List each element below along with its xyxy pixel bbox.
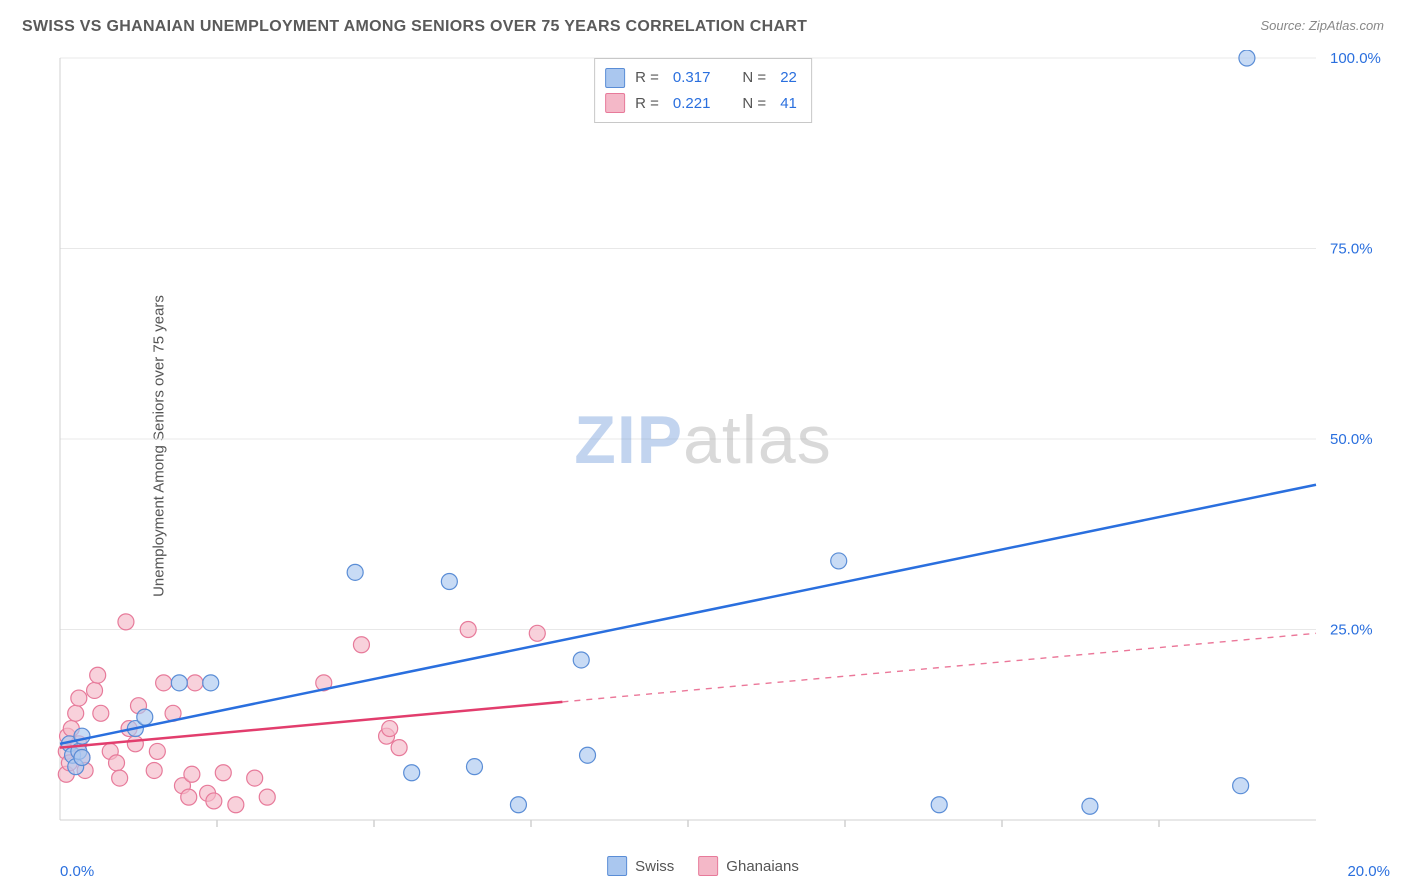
data-point-swiss	[137, 709, 153, 725]
data-point-ghanaian	[93, 705, 109, 721]
stat-r-label: R =	[635, 65, 659, 91]
data-point-swiss	[931, 797, 947, 813]
data-point-ghanaian	[109, 755, 125, 771]
data-point-ghanaian	[181, 789, 197, 805]
data-point-ghanaian	[156, 675, 172, 691]
y-tick-label: 75.0%	[1330, 241, 1373, 258]
data-point-swiss	[347, 564, 363, 580]
stat-n-label: N =	[742, 91, 766, 117]
data-point-ghanaian	[353, 637, 369, 653]
data-point-swiss	[1233, 778, 1249, 794]
data-point-ghanaian	[391, 740, 407, 756]
data-point-swiss	[1082, 798, 1098, 814]
legend-label: Swiss	[635, 858, 674, 875]
y-tick-label: 50.0%	[1330, 431, 1373, 448]
scatter-plot: 25.0% 50.0% 75.0% 100.0%	[50, 50, 1396, 842]
stat-r-value: 0.221	[673, 91, 711, 117]
stat-n-value: 22	[780, 65, 797, 91]
data-point-ghanaian	[127, 736, 143, 752]
data-point-ghanaian	[149, 743, 165, 759]
data-point-swiss	[573, 652, 589, 668]
data-point-swiss	[171, 675, 187, 691]
data-point-swiss	[510, 797, 526, 813]
data-point-ghanaian	[247, 770, 263, 786]
data-point-swiss	[74, 750, 90, 766]
data-point-ghanaian	[215, 765, 231, 781]
source-credit: Source: ZipAtlas.com	[1260, 18, 1384, 33]
data-point-swiss	[466, 759, 482, 775]
legend-label: Ghanaians	[726, 858, 799, 875]
data-point-ghanaian	[112, 770, 128, 786]
y-tick-label: 25.0%	[1330, 622, 1373, 639]
y-tick-label: 100.0%	[1330, 50, 1381, 67]
x-tick-max: 20.0%	[1347, 863, 1390, 880]
stat-n-label: N =	[742, 65, 766, 91]
stat-r-label: R =	[635, 91, 659, 117]
data-point-ghanaian	[146, 762, 162, 778]
data-point-swiss	[203, 675, 219, 691]
data-point-ghanaian	[184, 766, 200, 782]
data-point-ghanaian	[259, 789, 275, 805]
legend-item: Ghanaians	[698, 856, 799, 876]
trend-line-swiss	[60, 485, 1316, 744]
data-point-ghanaian	[206, 793, 222, 809]
trend-line-ghanaian-dashed	[562, 633, 1316, 702]
data-point-ghanaian	[187, 675, 203, 691]
stats-row: R = 0.221 N = 41	[605, 91, 797, 117]
chart-area: 25.0% 50.0% 75.0% 100.0%	[50, 50, 1396, 842]
data-point-swiss	[580, 747, 596, 763]
data-point-swiss	[404, 765, 420, 781]
chart-title: SWISS VS GHANAIAN UNEMPLOYMENT AMONG SEN…	[22, 18, 807, 36]
data-point-ghanaian	[71, 690, 87, 706]
legend-swatch	[607, 856, 627, 876]
stat-n-value: 41	[780, 91, 797, 117]
data-point-swiss	[74, 728, 90, 744]
data-point-swiss	[441, 573, 457, 589]
data-point-ghanaian	[228, 797, 244, 813]
data-point-ghanaian	[460, 622, 476, 638]
data-point-ghanaian	[87, 682, 103, 698]
data-point-ghanaian	[90, 667, 106, 683]
data-point-ghanaian	[382, 721, 398, 737]
stat-r-value: 0.317	[673, 65, 711, 91]
x-tick-min: 0.0%	[60, 863, 94, 880]
legend-item: Swiss	[607, 856, 674, 876]
data-point-swiss	[1239, 50, 1255, 66]
data-point-swiss	[831, 553, 847, 569]
series-swatch	[605, 93, 625, 113]
stats-row: R = 0.317 N = 22	[605, 65, 797, 91]
data-point-ghanaian	[529, 625, 545, 641]
data-point-ghanaian	[68, 705, 84, 721]
correlation-stats-box: R = 0.317 N = 22 R = 0.221 N = 41	[594, 58, 812, 123]
legend-swatch	[698, 856, 718, 876]
series-swatch	[605, 68, 625, 88]
data-point-ghanaian	[118, 614, 134, 630]
legend-bottom: Swiss Ghanaians	[607, 856, 799, 876]
